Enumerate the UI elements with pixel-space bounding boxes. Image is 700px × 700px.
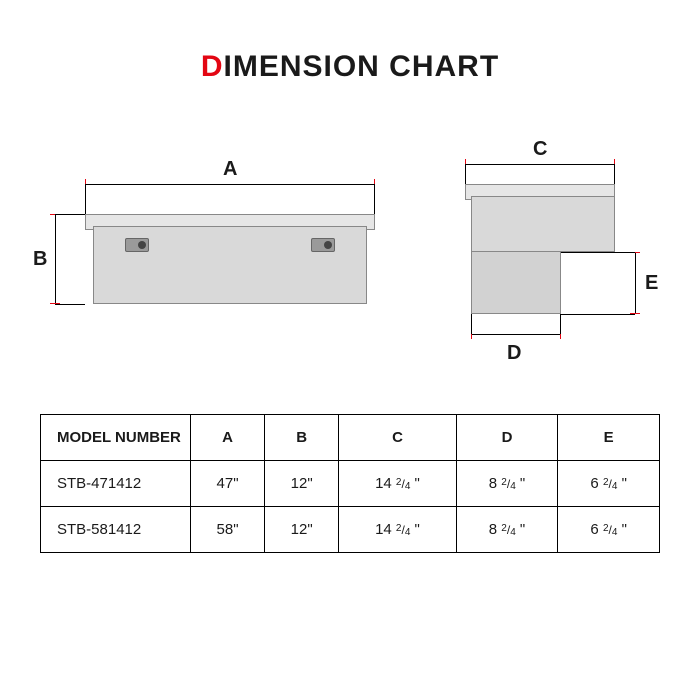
dim-e-ext-t	[561, 252, 635, 253]
cell-model: STB-471412	[41, 461, 191, 507]
label-b: B	[33, 248, 47, 271]
th-e: E	[558, 415, 660, 461]
dim-b-ext-b	[55, 304, 85, 305]
cell-c: 14 2/4 "	[339, 461, 456, 507]
side-upper	[471, 196, 615, 252]
title-accent: D	[201, 50, 224, 83]
th-b: B	[265, 415, 339, 461]
table-row: STB-471412 47" 12" 14 2/4 " 8 2/4 " 6 2/…	[41, 461, 660, 507]
dim-d-ext-r	[560, 314, 561, 334]
dim-d-line	[471, 334, 561, 335]
dim-c-ext-r	[614, 164, 615, 184]
cell-a: 47"	[191, 461, 265, 507]
th-model: MODEL NUMBER	[41, 415, 191, 461]
latch-right	[311, 238, 335, 252]
th-c: C	[339, 415, 456, 461]
cell-model: STB-581412	[41, 507, 191, 553]
th-a: A	[191, 415, 265, 461]
cell-b: 12"	[265, 507, 339, 553]
dim-a-ext-l	[85, 184, 86, 214]
label-d: D	[507, 342, 521, 365]
front-view: A B	[45, 164, 375, 364]
dim-b-ext-t	[55, 214, 85, 215]
page-title: DIMENSION CHART	[40, 50, 660, 84]
cell-e: 6 2/4 "	[558, 507, 660, 553]
dim-e-line	[635, 252, 636, 314]
side-lower	[471, 252, 561, 314]
table-row: STB-581412 58" 12" 14 2/4 " 8 2/4 " 6 2/…	[41, 507, 660, 553]
th-d: D	[456, 415, 558, 461]
dimension-table: MODEL NUMBER A B C D E STB-471412 47" 12…	[40, 414, 660, 553]
label-e: E	[645, 272, 658, 295]
dim-e-ext-b	[561, 314, 635, 315]
dim-a-line	[85, 184, 375, 185]
dim-b-line	[55, 214, 56, 304]
label-a: A	[223, 158, 237, 181]
dim-c-ext-l	[465, 164, 466, 184]
title-rest: IMENSION CHART	[224, 50, 500, 83]
latch-left	[125, 238, 149, 252]
cell-a: 58"	[191, 507, 265, 553]
label-c: C	[533, 138, 547, 161]
front-box	[85, 214, 375, 304]
cell-d: 8 2/4 "	[456, 507, 558, 553]
table-header-row: MODEL NUMBER A B C D E	[41, 415, 660, 461]
cell-b: 12"	[265, 461, 339, 507]
dim-d-ext-l	[471, 314, 472, 334]
cell-c: 14 2/4 "	[339, 507, 456, 553]
side-box	[465, 184, 615, 314]
diagram-row: A B C	[40, 134, 660, 364]
dim-c-line	[465, 164, 615, 165]
cell-e: 6 2/4 "	[558, 461, 660, 507]
dim-a-ext-r	[374, 184, 375, 214]
cell-d: 8 2/4 "	[456, 461, 558, 507]
page-root: DIMENSION CHART A B	[0, 0, 700, 700]
side-view: C E D	[445, 144, 655, 364]
